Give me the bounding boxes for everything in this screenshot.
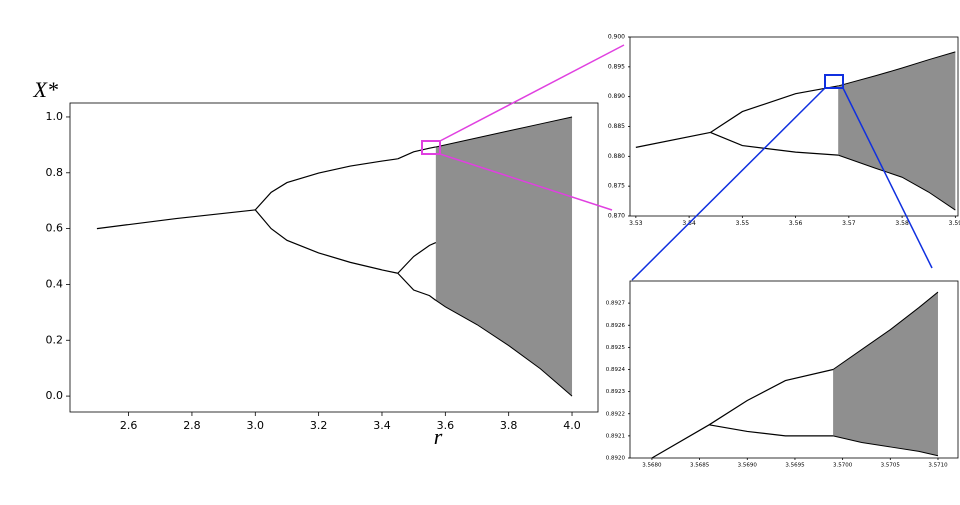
y-tick-label: 0.8926 [606,323,626,329]
band-edge [832,435,939,457]
x-tick-label: 3.56 [789,220,803,227]
x-tick-label: 2.8 [183,419,201,432]
y-tick-label: 0.900 [608,34,625,41]
band-edge [435,299,573,397]
band-edge [435,116,573,148]
chart: 3.533.543.553.563.573.583.590.8700.8750.… [608,34,960,227]
band-edge [832,291,939,370]
y-tick-label: 0.890 [608,93,625,100]
band-edge [838,154,956,211]
y-tick-label: 0.8922 [606,411,625,417]
zoom-box [421,140,441,155]
y-tick-label: 0.8924 [606,367,626,373]
connector [439,153,613,211]
x-axis-label: r [434,424,443,449]
x-tick-label: 3.5695 [785,462,805,468]
band-edge [838,51,956,87]
x-tick-label: 3.5685 [690,462,710,468]
branch [254,158,398,211]
chart: 3.5680 3.5685 3.5690 3.5695 3.5700 3.5705 3.57… [606,280,959,468]
x-tick-label: 2.6 [120,419,138,432]
branch [397,242,437,274]
connector [439,44,625,142]
branch [397,272,437,301]
x-tick-label: 3.4 [373,419,391,432]
y-tick-label: 0.895 [608,63,625,70]
x-tick-label: 3.57 [842,220,856,227]
x-tick-label: 3.0 [247,419,265,432]
y-tick-label: 1.0 [46,110,64,123]
y-tick-label: 0.8923 [606,389,626,395]
y-tick-label: 0.8921 [606,433,625,439]
y-tick-label: 0.4 [46,277,64,290]
y-tick-label: 0.870 [608,213,625,220]
y-tick-label: 0.8927 [606,301,626,307]
x-tick-label: 3.58 [895,220,909,227]
x-tick-label: 3.8 [500,419,518,432]
y-tick-label: 0.8925 [606,345,626,351]
x-tick-label: 3.2 [310,419,328,432]
x-tick-label: 3.5700 [833,462,853,468]
branch [651,424,710,459]
zoom-box [824,74,844,89]
x-tick-label: 3.53 [629,220,643,227]
branch [710,85,839,133]
y-tick-label: 0.885 [608,123,625,130]
branch [708,368,834,426]
branch [96,209,256,230]
chaos-band [833,292,938,456]
x-tick-label: 4.0 [563,419,581,432]
y-axis-label: X* [33,77,58,102]
branch [709,424,834,437]
chart: 2.6 2.8 3.0 3.2 3.4 3.6 3.8 4.0 0.0 0.2 0.4 0.6 0.8 1… [33,77,599,449]
branch [635,131,711,148]
x-tick-label: 3.59 [949,220,960,227]
chaos-band [435,116,573,397]
y-tick-label: 0.2 [46,333,64,346]
x-tick-label: 3.55 [736,220,750,227]
x-tick-label: 3.5680 [642,462,662,468]
y-tick-label: 0.8920 [606,456,626,462]
y-tick-label: 0.8 [46,166,64,179]
y-tick-label: 0.6 [46,222,64,235]
y-tick-label: 0.880 [608,153,625,160]
y-tick-label: 0.0 [46,389,64,402]
zoom-guides [421,44,933,281]
x-tick-label: 3.5705 [881,462,901,468]
branch [710,131,839,156]
chaos-band [838,51,956,211]
branch [254,209,398,274]
x-tick-label: 3.5710 [928,462,948,468]
x-tick-label: 3.5690 [738,462,758,468]
y-tick-label: 0.875 [608,183,625,190]
x-tick-label: 3.6 [437,419,455,432]
connector [842,87,933,269]
connector [631,87,826,281]
